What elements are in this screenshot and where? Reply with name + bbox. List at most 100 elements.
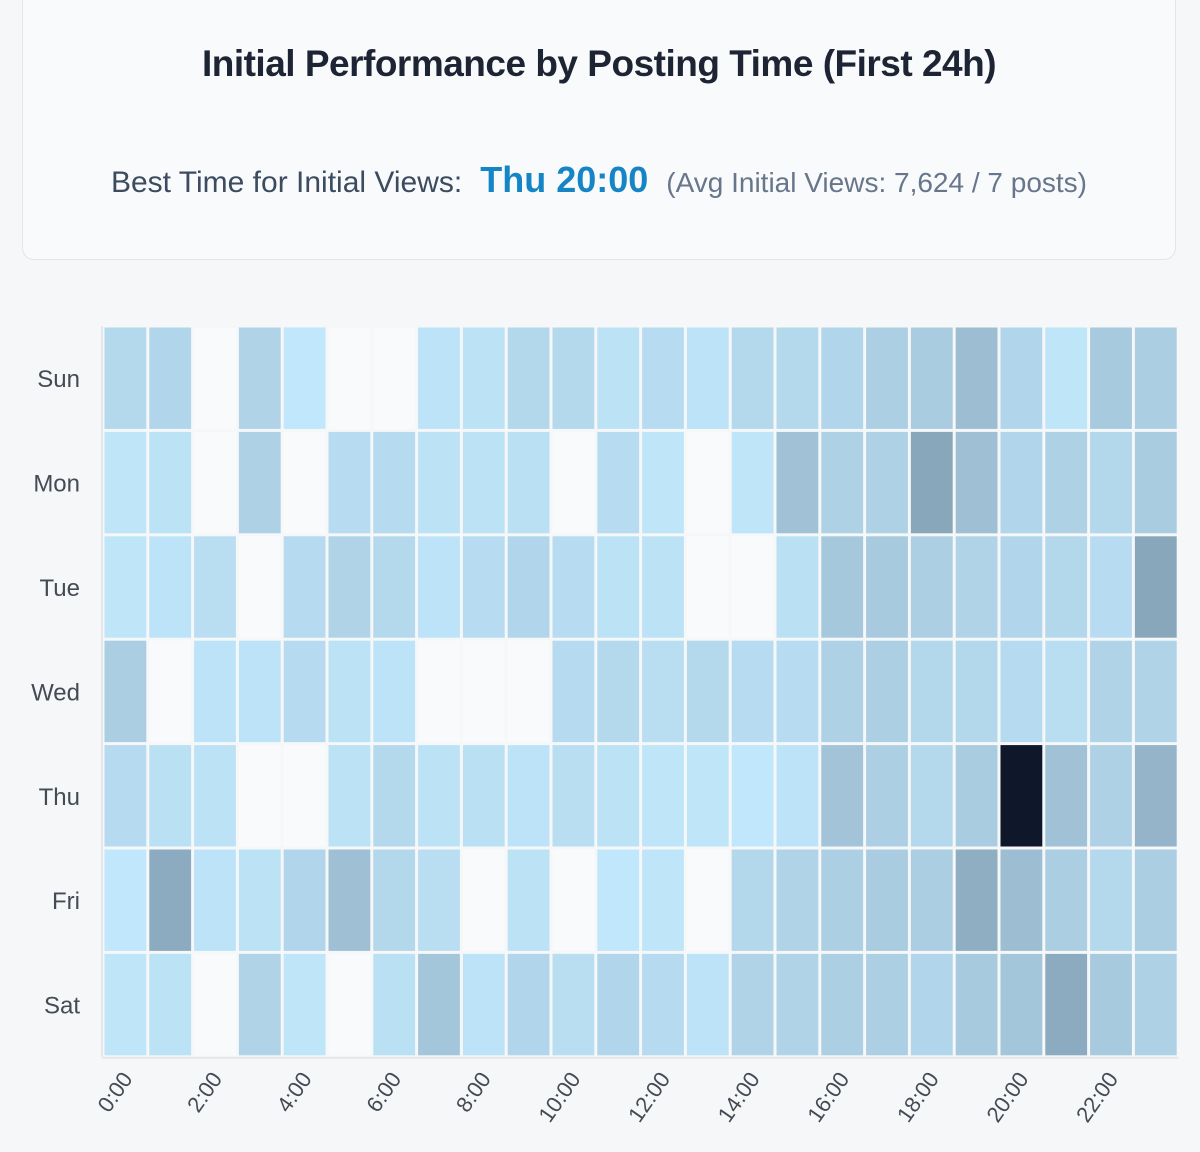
- heatmap-cell-sun-1-00[interactable]: [149, 327, 192, 429]
- heatmap-cell-thu-13-00[interactable]: [686, 745, 729, 847]
- heatmap-cell-tue-0-00[interactable]: [104, 536, 147, 638]
- heatmap-cell-fri-16-00[interactable]: [821, 849, 864, 951]
- heatmap-cell-sun-20-00[interactable]: [1000, 327, 1043, 429]
- heatmap-cell-sat-3-00[interactable]: [238, 953, 281, 1056]
- heatmap-cell-sun-6-00[interactable]: [373, 327, 416, 429]
- heatmap-cell-tue-20-00[interactable]: [1000, 536, 1043, 638]
- heatmap-cell-fri-13-00[interactable]: [686, 849, 729, 951]
- heatmap-cell-thu-20-00[interactable]: [1000, 745, 1043, 847]
- heatmap-cell-fri-23-00[interactable]: [1134, 849, 1177, 951]
- heatmap-cell-fri-5-00[interactable]: [328, 849, 371, 951]
- heatmap-cell-mon-11-00[interactable]: [597, 431, 640, 534]
- heatmap-cell-sat-0-00[interactable]: [104, 953, 147, 1056]
- heatmap-cell-fri-19-00[interactable]: [955, 849, 998, 951]
- heatmap-cell-sat-2-00[interactable]: [194, 953, 236, 1056]
- heatmap-cell-mon-19-00[interactable]: [955, 431, 998, 534]
- heatmap-cell-wed-21-00[interactable]: [1045, 640, 1088, 743]
- heatmap-cell-mon-1-00[interactable]: [149, 431, 192, 534]
- heatmap-cell-wed-19-00[interactable]: [955, 640, 998, 743]
- heatmap-cell-mon-9-00[interactable]: [507, 431, 550, 534]
- heatmap-cell-mon-15-00[interactable]: [776, 431, 819, 534]
- heatmap-cell-wed-10-00[interactable]: [552, 640, 595, 743]
- heatmap-cell-sun-7-00[interactable]: [418, 327, 460, 429]
- heatmap-cell-wed-1-00[interactable]: [149, 640, 192, 743]
- heatmap-cell-thu-21-00[interactable]: [1045, 745, 1088, 847]
- heatmap-cell-sat-8-00[interactable]: [462, 953, 505, 1056]
- heatmap-cell-fri-14-00[interactable]: [731, 849, 774, 951]
- heatmap-cell-sat-18-00[interactable]: [910, 953, 953, 1056]
- heatmap-cell-tue-10-00[interactable]: [552, 536, 595, 638]
- heatmap-cell-mon-7-00[interactable]: [418, 431, 460, 534]
- heatmap-cell-fri-4-00[interactable]: [283, 849, 326, 951]
- heatmap-cell-wed-4-00[interactable]: [283, 640, 326, 743]
- heatmap-cell-sun-9-00[interactable]: [507, 327, 550, 429]
- heatmap-cell-wed-0-00[interactable]: [104, 640, 147, 743]
- heatmap-cell-tue-14-00[interactable]: [731, 536, 774, 638]
- heatmap-cell-sun-21-00[interactable]: [1045, 327, 1088, 429]
- heatmap-cell-mon-16-00[interactable]: [821, 431, 864, 534]
- heatmap-cell-wed-12-00[interactable]: [642, 640, 684, 743]
- heatmap-cell-mon-2-00[interactable]: [194, 431, 236, 534]
- heatmap-cell-tue-13-00[interactable]: [686, 536, 729, 638]
- heatmap-cell-wed-6-00[interactable]: [373, 640, 416, 743]
- heatmap-cell-tue-9-00[interactable]: [507, 536, 550, 638]
- heatmap-cell-fri-8-00[interactable]: [462, 849, 505, 951]
- heatmap-cell-sat-23-00[interactable]: [1134, 953, 1177, 1056]
- heatmap-cell-fri-15-00[interactable]: [776, 849, 819, 951]
- heatmap-cell-wed-16-00[interactable]: [821, 640, 864, 743]
- heatmap-cell-fri-1-00[interactable]: [149, 849, 192, 951]
- heatmap-cell-sat-21-00[interactable]: [1045, 953, 1088, 1056]
- heatmap-cell-sat-6-00[interactable]: [373, 953, 416, 1056]
- heatmap-cell-sat-19-00[interactable]: [955, 953, 998, 1056]
- heatmap-cell-wed-5-00[interactable]: [328, 640, 371, 743]
- heatmap-cell-fri-7-00[interactable]: [418, 849, 460, 951]
- heatmap-cell-sat-10-00[interactable]: [552, 953, 595, 1056]
- heatmap-cell-tue-11-00[interactable]: [597, 536, 640, 638]
- heatmap-cell-thu-22-00[interactable]: [1090, 745, 1132, 847]
- heatmap-cell-fri-3-00[interactable]: [238, 849, 281, 951]
- heatmap-cell-sat-13-00[interactable]: [686, 953, 729, 1056]
- heatmap-cell-thu-6-00[interactable]: [373, 745, 416, 847]
- heatmap-cell-mon-22-00[interactable]: [1090, 431, 1132, 534]
- heatmap-cell-tue-23-00[interactable]: [1134, 536, 1177, 638]
- heatmap-cell-wed-20-00[interactable]: [1000, 640, 1043, 743]
- heatmap-cell-sun-2-00[interactable]: [194, 327, 236, 429]
- heatmap-cell-sat-14-00[interactable]: [731, 953, 774, 1056]
- heatmap-cell-sat-9-00[interactable]: [507, 953, 550, 1056]
- heatmap-cell-sat-7-00[interactable]: [418, 953, 460, 1056]
- heatmap-cell-sun-12-00[interactable]: [642, 327, 684, 429]
- heatmap-cell-thu-5-00[interactable]: [328, 745, 371, 847]
- heatmap-cell-thu-8-00[interactable]: [462, 745, 505, 847]
- heatmap-cell-sat-17-00[interactable]: [866, 953, 908, 1056]
- heatmap-cell-mon-21-00[interactable]: [1045, 431, 1088, 534]
- heatmap-cell-thu-16-00[interactable]: [821, 745, 864, 847]
- heatmap-cell-sun-15-00[interactable]: [776, 327, 819, 429]
- heatmap-cell-mon-8-00[interactable]: [462, 431, 505, 534]
- heatmap-cell-tue-3-00[interactable]: [238, 536, 281, 638]
- heatmap-cell-fri-0-00[interactable]: [104, 849, 147, 951]
- heatmap-cell-sun-18-00[interactable]: [910, 327, 953, 429]
- heatmap-cell-mon-12-00[interactable]: [642, 431, 684, 534]
- heatmap-cell-fri-20-00[interactable]: [1000, 849, 1043, 951]
- heatmap-cell-fri-6-00[interactable]: [373, 849, 416, 951]
- heatmap-cell-tue-2-00[interactable]: [194, 536, 236, 638]
- heatmap-cell-mon-23-00[interactable]: [1134, 431, 1177, 534]
- heatmap-cell-sat-11-00[interactable]: [597, 953, 640, 1056]
- heatmap-cell-mon-6-00[interactable]: [373, 431, 416, 534]
- heatmap-cell-tue-22-00[interactable]: [1090, 536, 1132, 638]
- heatmap-cell-sun-11-00[interactable]: [597, 327, 640, 429]
- heatmap-cell-thu-10-00[interactable]: [552, 745, 595, 847]
- heatmap-cell-sat-16-00[interactable]: [821, 953, 864, 1056]
- heatmap-cell-wed-8-00[interactable]: [462, 640, 505, 743]
- heatmap-cell-sun-4-00[interactable]: [283, 327, 326, 429]
- heatmap-cell-mon-14-00[interactable]: [731, 431, 774, 534]
- heatmap-cell-mon-20-00[interactable]: [1000, 431, 1043, 534]
- heatmap-cell-sat-4-00[interactable]: [283, 953, 326, 1056]
- heatmap-cell-sat-15-00[interactable]: [776, 953, 819, 1056]
- heatmap-cell-wed-17-00[interactable]: [866, 640, 908, 743]
- heatmap-cell-tue-18-00[interactable]: [910, 536, 953, 638]
- heatmap-cell-wed-3-00[interactable]: [238, 640, 281, 743]
- heatmap-cell-fri-22-00[interactable]: [1090, 849, 1132, 951]
- heatmap-cell-mon-10-00[interactable]: [552, 431, 595, 534]
- heatmap-cell-thu-23-00[interactable]: [1134, 745, 1177, 847]
